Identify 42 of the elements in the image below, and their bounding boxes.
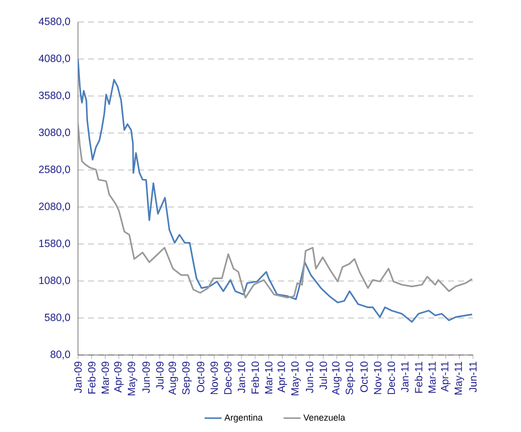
x-tick-label: Sep-10 <box>346 362 356 394</box>
x-tick-label: Sep-09 <box>182 362 192 394</box>
y-tick-label: 80,0 <box>50 350 70 360</box>
x-tick-label: Jan-11 <box>401 362 409 392</box>
x-tick-label: Jun-09 <box>142 362 150 394</box>
x-tick-label: Jul-09 <box>156 362 164 390</box>
x-tick-label: Nov-10 <box>374 362 382 394</box>
x-tick-label: Mar-11 <box>428 362 436 393</box>
x-tick-label: Jun-10 <box>306 362 314 394</box>
x-tick-label: May-09 <box>128 362 138 396</box>
y-tick-label: 2080,0 <box>39 202 70 212</box>
x-tick-label: Jun-11 <box>469 362 477 392</box>
y-tick-label: 2580,0 <box>39 166 70 174</box>
y-tick-label: 580,0 <box>44 314 70 322</box>
x-tick-label: Mar-10 <box>264 362 272 394</box>
legend-label: Argentina <box>224 414 263 422</box>
x-tick-label: May-11 <box>454 362 464 394</box>
x-tick-label: Jan-09 <box>74 362 82 394</box>
y-tick-label: 4580,0 <box>38 18 70 26</box>
x-tick-label: Feb-10 <box>251 362 259 394</box>
x-tick-label: Apr-10 <box>278 362 288 393</box>
y-tick-label: 1580,0 <box>39 240 70 248</box>
legend-label: Venezuela <box>303 414 346 421</box>
x-tick-label: Apr-09 <box>114 362 124 393</box>
y-tick-label: 4080,0 <box>38 54 70 64</box>
x-tick-label: Apr-11 <box>441 362 450 392</box>
x-tick-label: May-10 <box>291 362 301 396</box>
x-tick-label: Feb-11 <box>414 362 422 393</box>
x-tick-label: Oct-09 <box>196 362 204 392</box>
x-tick-label: Mar-09 <box>102 362 109 394</box>
x-tick-label: Jul-10 <box>319 362 328 390</box>
y-tick-label: 1080,0 <box>39 276 70 286</box>
x-tick-label: Aug-10 <box>332 362 342 395</box>
x-tick-label: Feb-09 <box>88 362 96 394</box>
x-tick-label: Nov-09 <box>210 362 218 394</box>
x-tick-label: Dec-09 <box>224 362 232 394</box>
x-tick-label: Jan-10 <box>238 362 246 394</box>
x-tick-label: Aug-09 <box>168 362 178 395</box>
x-tick-label: Oct-10 <box>360 362 368 392</box>
x-tick-label: Dec-10 <box>388 362 395 394</box>
y-tick-label: 3580,0 <box>38 92 70 100</box>
y-tick-label: 3080,0 <box>38 128 70 138</box>
